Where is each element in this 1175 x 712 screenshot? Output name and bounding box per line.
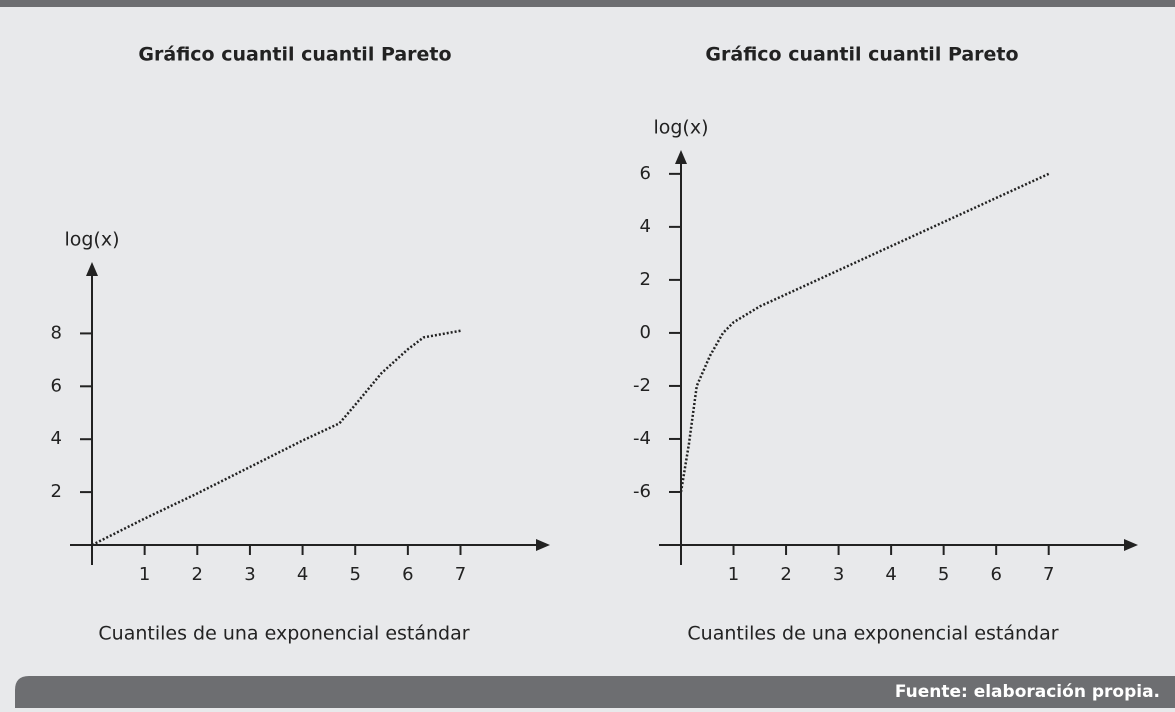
bottom-band bbox=[15, 676, 1175, 708]
chart-title: Gráfico cuantil cuantil Pareto bbox=[138, 44, 451, 66]
y-axis-label: log(x) bbox=[653, 117, 708, 139]
x-tick-label: 4 bbox=[885, 564, 896, 585]
x-tick-label: 3 bbox=[244, 564, 255, 585]
x-tick-label: 5 bbox=[938, 564, 949, 585]
y-tick-label: -6 bbox=[633, 481, 651, 502]
x-tick-label: 4 bbox=[297, 564, 308, 585]
source: Fuente: elaboración propia. bbox=[895, 682, 1160, 702]
x-tick-label: 7 bbox=[1043, 564, 1054, 585]
data-line bbox=[91, 329, 461, 547]
y-axis-arrow bbox=[86, 262, 98, 276]
x-axis-arrow bbox=[1124, 539, 1138, 551]
y-tick-label: 2 bbox=[640, 269, 651, 290]
x-tick-label: 6 bbox=[990, 564, 1001, 585]
x-tick-label: 2 bbox=[780, 564, 791, 585]
x-tick-label: 3 bbox=[833, 564, 844, 585]
y-tick-label: 4 bbox=[51, 428, 62, 449]
x-axis-label: Cuantiles de una exponencial estándar bbox=[98, 623, 469, 645]
y-tick-label: 6 bbox=[51, 375, 62, 396]
y-axis-label: log(x) bbox=[64, 229, 119, 251]
y-tick-label: 4 bbox=[640, 216, 651, 237]
data-line bbox=[679, 172, 1050, 493]
x-tick-label: 1 bbox=[728, 564, 739, 585]
y-tick-label: 0 bbox=[640, 322, 651, 343]
chart-title: Gráfico cuantil cuantil Pareto bbox=[705, 44, 1018, 66]
y-tick-label: 8 bbox=[51, 322, 62, 343]
x-tick-label: 1 bbox=[139, 564, 150, 585]
y-tick-label: -2 bbox=[633, 375, 651, 396]
x-tick-label: 6 bbox=[402, 564, 413, 585]
x-tick-label: 7 bbox=[455, 564, 466, 585]
y-tick-label: 6 bbox=[640, 163, 651, 184]
y-tick-label: 2 bbox=[51, 481, 62, 502]
x-axis-arrow bbox=[536, 539, 550, 551]
y-axis-arrow bbox=[675, 150, 687, 164]
x-tick-label: 2 bbox=[192, 564, 203, 585]
y-tick-label: -4 bbox=[633, 428, 651, 449]
x-axis-label: Cuantiles de una exponencial estándar bbox=[687, 623, 1058, 645]
top-band bbox=[0, 0, 1175, 7]
x-tick-label: 5 bbox=[349, 564, 360, 585]
